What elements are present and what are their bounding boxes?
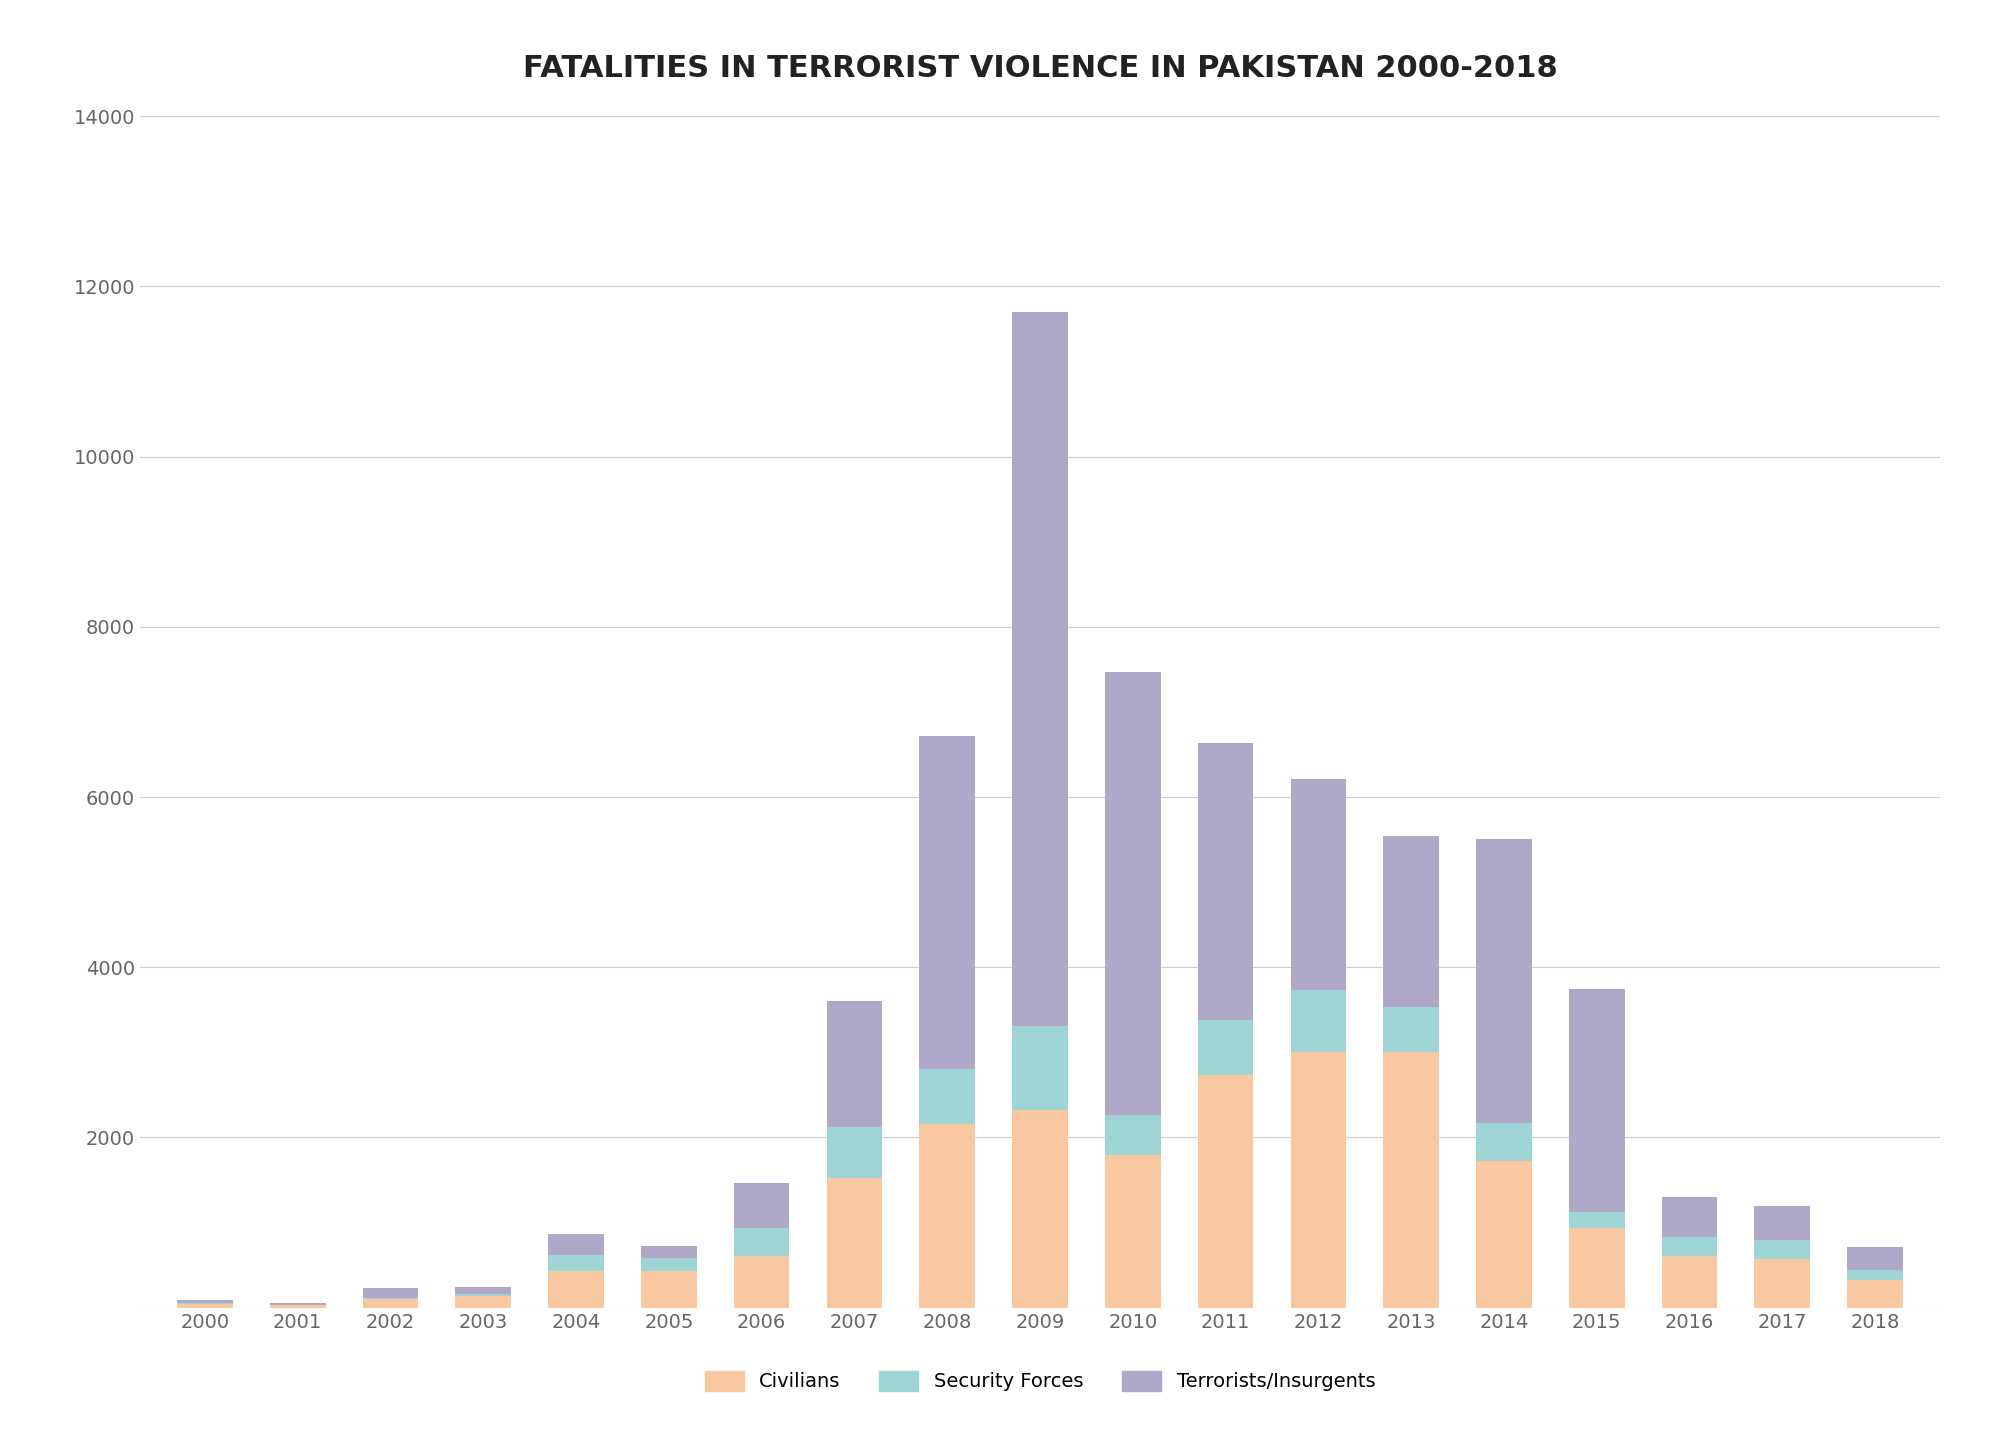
Bar xyxy=(1476,1161,1532,1308)
Bar xyxy=(1662,1237,1718,1255)
Bar xyxy=(1662,1197,1718,1237)
Bar xyxy=(362,1287,418,1298)
Bar xyxy=(1104,1155,1160,1308)
Bar xyxy=(1104,671,1160,1114)
Bar xyxy=(548,1234,604,1255)
Bar xyxy=(1290,1052,1346,1308)
Bar xyxy=(1198,742,1254,1020)
Bar xyxy=(548,1255,604,1271)
Bar xyxy=(1476,838,1532,1123)
Bar xyxy=(734,1255,790,1308)
Bar xyxy=(1754,1206,1810,1241)
Bar xyxy=(1384,837,1438,1007)
Bar xyxy=(642,1258,696,1271)
Bar xyxy=(1568,1228,1624,1308)
Bar xyxy=(178,1303,232,1308)
Bar xyxy=(1198,1075,1254,1308)
Bar xyxy=(1012,311,1068,1026)
Bar xyxy=(826,1001,882,1128)
Bar xyxy=(1848,1247,1902,1270)
Bar xyxy=(456,1296,512,1308)
Bar xyxy=(1012,1110,1068,1308)
Bar xyxy=(548,1271,604,1308)
Bar xyxy=(1754,1241,1810,1258)
Title: FATALITIES IN TERRORIST VIOLENCE IN PAKISTAN 2000-2018: FATALITIES IN TERRORIST VIOLENCE IN PAKI… xyxy=(522,54,1558,83)
Bar xyxy=(1848,1280,1902,1308)
Bar xyxy=(1754,1258,1810,1308)
Bar xyxy=(1012,1026,1068,1110)
Bar xyxy=(920,1068,976,1125)
Bar xyxy=(362,1299,418,1308)
Bar xyxy=(456,1287,512,1293)
Bar xyxy=(456,1293,512,1296)
Bar xyxy=(178,1299,232,1303)
Bar xyxy=(270,1303,326,1305)
Bar xyxy=(642,1245,696,1258)
Bar xyxy=(1384,1052,1438,1308)
Bar xyxy=(920,737,976,1068)
Bar xyxy=(826,1178,882,1308)
Bar xyxy=(642,1271,696,1308)
Bar xyxy=(1568,989,1624,1212)
Bar xyxy=(734,1228,790,1255)
Bar xyxy=(920,1125,976,1308)
Bar xyxy=(1848,1270,1902,1280)
Bar xyxy=(1198,1020,1254,1075)
Bar xyxy=(1476,1123,1532,1161)
Legend: Civilians, Security Forces, Terrorists/Insurgents: Civilians, Security Forces, Terrorists/I… xyxy=(696,1363,1384,1399)
Bar xyxy=(1384,1007,1438,1052)
Bar xyxy=(1662,1255,1718,1308)
Bar xyxy=(270,1305,326,1308)
Bar xyxy=(734,1183,790,1228)
Bar xyxy=(1290,779,1346,989)
Bar xyxy=(826,1128,882,1178)
Bar xyxy=(1104,1114,1160,1155)
Bar xyxy=(1290,989,1346,1052)
Bar xyxy=(1568,1212,1624,1228)
